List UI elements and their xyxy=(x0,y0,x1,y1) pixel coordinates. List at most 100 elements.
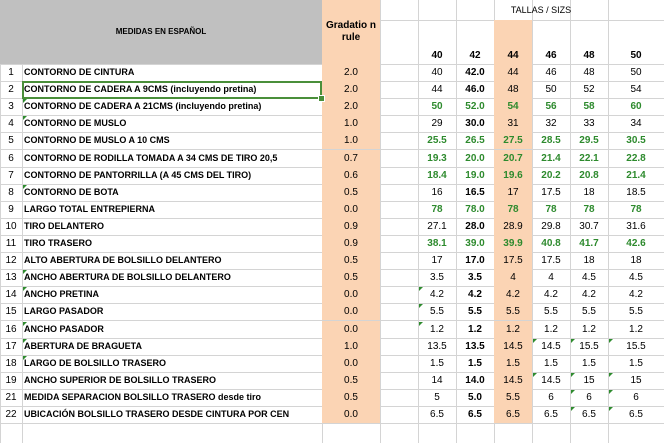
size-value-40[interactable]: 13.5 xyxy=(427,340,447,352)
size-value-48[interactable]: 6 xyxy=(586,391,592,403)
size-value-44[interactable]: 28.9 xyxy=(494,218,532,235)
row-gradation[interactable]: 0.9 xyxy=(322,235,380,252)
row-description[interactable]: CONTORNO DE BOTA xyxy=(24,187,119,197)
size-value-44[interactable]: 17.5 xyxy=(494,252,532,269)
size-value-40[interactable]: 40 xyxy=(431,66,443,78)
row-description[interactable]: LARGO PASADOR xyxy=(24,306,104,316)
size-value-46[interactable]: 1.2 xyxy=(544,323,558,335)
size-value-46[interactable]: 17.5 xyxy=(541,186,561,198)
size-value-50[interactable]: 60 xyxy=(630,100,642,112)
size-value-44[interactable]: 31 xyxy=(494,115,532,132)
size-value-42[interactable]: 20.0 xyxy=(465,152,485,164)
size-value-42[interactable]: 13.5 xyxy=(465,340,485,352)
size-value-46[interactable]: 29.8 xyxy=(541,220,561,232)
size-value-48[interactable]: 4.5 xyxy=(582,271,596,283)
row-gradation[interactable]: 0.5 xyxy=(322,372,380,389)
size-value-50[interactable]: 30.5 xyxy=(626,134,646,146)
row-gradation[interactable]: 0.0 xyxy=(322,201,380,218)
size-value-42[interactable]: 5.0 xyxy=(468,391,482,403)
row-gradation[interactable]: 0.9 xyxy=(322,218,380,235)
size-value-42[interactable]: 5.5 xyxy=(468,305,482,317)
size-value-40[interactable]: 16 xyxy=(431,186,443,198)
size-value-48[interactable]: 22.1 xyxy=(579,152,599,164)
size-value-46[interactable]: 6.5 xyxy=(544,408,558,420)
size-value-46[interactable]: 4 xyxy=(548,271,554,283)
size-value-42[interactable]: 30.0 xyxy=(465,117,485,129)
size-value-50[interactable]: 78 xyxy=(630,203,642,215)
row-description[interactable]: CONTORNO DE CADERA A 21CMS (incluyendo p… xyxy=(24,101,262,111)
row-description[interactable]: CONTORNO DE RODILLA TOMADA A 34 CMS DE T… xyxy=(24,153,278,163)
size-value-48[interactable]: 52 xyxy=(583,83,595,95)
size-value-44[interactable]: 6.5 xyxy=(494,406,532,423)
size-value-50[interactable]: 1.5 xyxy=(629,357,643,369)
size-value-44[interactable]: 1.2 xyxy=(494,321,532,338)
row-description[interactable]: ANCHO SUPERIOR DE BOLSILLO TRASERO xyxy=(24,375,217,385)
size-value-46[interactable]: 5.5 xyxy=(544,305,558,317)
size-value-46[interactable]: 50 xyxy=(545,83,557,95)
row-description[interactable]: CONTORNO DE PANTORRILLA (A 45 CMS DEL TI… xyxy=(24,170,252,180)
size-value-48[interactable]: 33 xyxy=(583,117,595,129)
row-gradation[interactable]: 0.0 xyxy=(322,286,380,303)
size-value-48[interactable]: 30.7 xyxy=(579,220,599,232)
size-value-44[interactable]: 19.6 xyxy=(494,167,532,184)
row-gradation[interactable]: 1.0 xyxy=(322,338,380,355)
row-gradation[interactable]: 2.0 xyxy=(322,98,380,115)
size-value-40[interactable]: 19.3 xyxy=(427,152,447,164)
size-value-48[interactable]: 1.5 xyxy=(582,357,596,369)
size-value-48[interactable]: 41.7 xyxy=(579,237,599,249)
size-value-50[interactable]: 6 xyxy=(633,391,639,403)
size-value-44[interactable]: 27.5 xyxy=(494,132,532,149)
size-value-48[interactable]: 48 xyxy=(583,66,595,78)
size-value-42[interactable]: 78.0 xyxy=(465,203,485,215)
row-description[interactable]: ANCHO PRETINA xyxy=(24,289,100,299)
row-description[interactable]: CONTORNO DE CADERA A 9CMS (incluyendo pr… xyxy=(24,84,257,94)
size-value-46[interactable]: 17.5 xyxy=(541,254,561,266)
row-description[interactable]: ANCHO PASADOR xyxy=(24,324,104,334)
size-value-44[interactable]: 5.5 xyxy=(494,389,532,406)
size-value-40[interactable]: 38.1 xyxy=(427,237,447,249)
size-value-50[interactable]: 4.2 xyxy=(629,288,643,300)
size-value-48[interactable]: 1.2 xyxy=(582,323,596,335)
size-value-40[interactable]: 1.5 xyxy=(430,357,444,369)
row-description[interactable]: UBICACIÓN BOLSILLO TRASERO DESDE CINTURA… xyxy=(24,409,290,419)
size-value-48[interactable]: 58 xyxy=(583,100,595,112)
size-value-40[interactable]: 4.2 xyxy=(430,288,444,300)
active-cell-selection[interactable] xyxy=(22,81,322,99)
size-value-48[interactable]: 15.5 xyxy=(579,340,599,352)
row-description[interactable]: ABERTURA DE BRAGUETA xyxy=(24,341,142,351)
size-value-44[interactable]: 54 xyxy=(494,98,532,115)
size-value-40[interactable]: 78 xyxy=(431,203,443,215)
row-gradation[interactable]: 0.6 xyxy=(322,167,380,184)
size-value-50[interactable]: 50 xyxy=(630,66,642,78)
size-value-42[interactable]: 6.5 xyxy=(468,408,482,420)
row-gradation[interactable]: 0.0 xyxy=(322,321,380,338)
size-value-50[interactable]: 22.8 xyxy=(626,152,646,164)
size-value-48[interactable]: 15 xyxy=(583,374,595,386)
size-value-44[interactable]: 39.9 xyxy=(494,235,532,252)
size-value-48[interactable]: 20.8 xyxy=(579,169,599,181)
size-value-48[interactable]: 5.5 xyxy=(582,305,596,317)
size-value-48[interactable]: 78 xyxy=(583,203,595,215)
size-value-50[interactable]: 21.4 xyxy=(626,169,646,181)
size-value-40[interactable]: 1.2 xyxy=(430,323,444,335)
size-value-46[interactable]: 40.8 xyxy=(541,237,561,249)
size-value-46[interactable]: 14.5 xyxy=(541,340,561,352)
row-gradation[interactable]: 0.5 xyxy=(322,252,380,269)
row-gradation[interactable]: 2.0 xyxy=(322,81,380,98)
size-value-48[interactable]: 29.5 xyxy=(579,134,599,146)
row-gradation[interactable]: 0.0 xyxy=(322,406,380,423)
size-value-50[interactable]: 42.6 xyxy=(626,237,646,249)
size-value-46[interactable]: 6 xyxy=(548,391,554,403)
row-description[interactable]: CONTORNO DE CINTURA xyxy=(24,67,135,77)
size-value-40[interactable]: 44 xyxy=(431,83,443,95)
size-value-46[interactable]: 56 xyxy=(545,100,557,112)
size-value-50[interactable]: 1.2 xyxy=(629,323,643,335)
size-value-44[interactable]: 20.7 xyxy=(494,150,532,167)
size-value-50[interactable]: 15.5 xyxy=(626,340,646,352)
row-gradation[interactable]: 1.0 xyxy=(322,115,380,132)
size-value-50[interactable]: 34 xyxy=(630,117,642,129)
size-value-46[interactable]: 32 xyxy=(545,117,557,129)
row-gradation[interactable]: 0.0 xyxy=(322,303,380,320)
size-value-40[interactable]: 17 xyxy=(431,254,443,266)
size-value-50[interactable]: 31.6 xyxy=(626,220,646,232)
